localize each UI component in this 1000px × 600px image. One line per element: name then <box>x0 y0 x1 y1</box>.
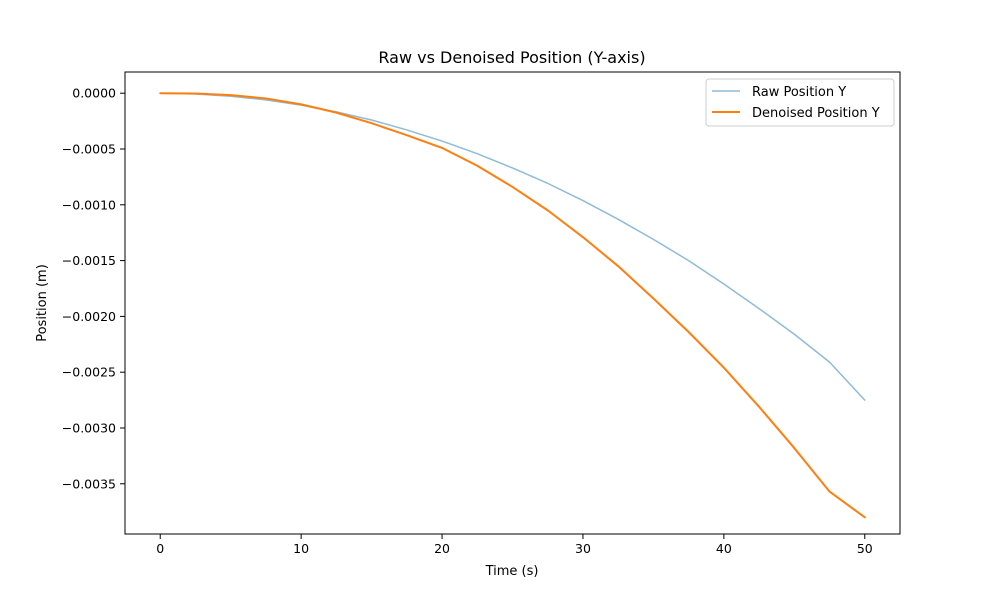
plot-area <box>159 92 866 519</box>
y-axis-label: Position (m) <box>35 264 50 342</box>
y-tick-label: −0.0025 <box>62 365 116 380</box>
legend-box <box>705 78 895 127</box>
y-tick-label: −0.0030 <box>62 420 116 435</box>
x-axis: 0 10 20 30 40 50 <box>156 534 873 556</box>
x-tick-label: 10 <box>293 541 309 556</box>
y-tick-label: −0.0010 <box>62 197 116 212</box>
x-tick-label: 0 <box>156 541 164 556</box>
y-tick-label: 0.0000 <box>72 86 116 101</box>
x-axis-label: Time (s) <box>485 564 539 579</box>
axes-frame <box>124 71 901 535</box>
y-tick-label: −0.0005 <box>62 142 116 157</box>
y-tick-label: −0.0015 <box>62 253 116 268</box>
chart-title: Raw vs Denoised Position (Y-axis) <box>378 48 645 67</box>
raw-position-y-line <box>159 92 866 401</box>
y-axis: 0.0000 −0.0005 −0.0010 −0.0015 −0.0020 −0.002… <box>62 86 125 491</box>
x-tick-label: 40 <box>716 541 732 556</box>
y-tick-label: −0.0020 <box>62 309 116 324</box>
denoised-position-y-line <box>159 92 866 519</box>
x-tick-label: 20 <box>434 541 450 556</box>
legend-label-raw: Raw Position Y <box>752 85 846 100</box>
x-tick-label: 50 <box>857 541 873 556</box>
legend: Raw Position Y Denoised Position Y <box>705 78 895 127</box>
y-tick-label: −0.0035 <box>62 476 116 491</box>
x-tick-label: 30 <box>575 541 591 556</box>
legend-label-denoised: Denoised Position Y <box>752 106 880 121</box>
